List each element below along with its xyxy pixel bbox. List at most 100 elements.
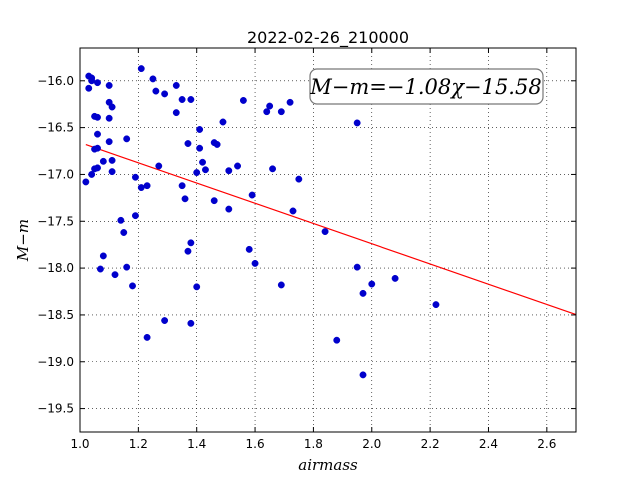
data-point	[245, 245, 253, 253]
data-point	[152, 87, 160, 95]
data-point	[137, 65, 145, 73]
data-point	[210, 197, 218, 205]
data-point	[88, 77, 96, 85]
data-point	[251, 259, 259, 267]
x-tick-label: 2.6	[537, 437, 556, 451]
data-point	[94, 113, 101, 121]
data-point	[269, 165, 277, 173]
data-point	[105, 138, 113, 146]
y-tick-label: −16.0	[37, 74, 74, 88]
data-point	[213, 141, 221, 148]
equation-annotation: M−m=−1.08χ−15.58	[309, 68, 544, 105]
data-point	[193, 169, 201, 177]
data-point	[123, 135, 131, 143]
data-point	[239, 96, 247, 104]
data-point	[178, 182, 186, 190]
x-tick-label: 1.0	[70, 437, 89, 451]
data-point	[391, 274, 399, 282]
data-point	[172, 82, 180, 89]
data-point	[129, 282, 136, 290]
x-tick-label: 2.0	[362, 437, 381, 451]
data-point	[123, 263, 131, 271]
data-point	[85, 84, 93, 92]
y-tick-label: −19.5	[37, 402, 74, 416]
data-point	[91, 165, 99, 173]
data-point	[149, 75, 157, 83]
fit-line	[85, 144, 577, 316]
chart-title: 2022-02-26_210000	[247, 28, 409, 48]
data-point	[202, 166, 209, 174]
x-tick-label: 1.8	[304, 437, 323, 451]
data-point	[187, 96, 195, 103]
data-point	[94, 144, 101, 152]
data-point	[199, 158, 206, 166]
data-point	[184, 247, 192, 255]
data-point	[131, 212, 139, 220]
data-point	[143, 333, 151, 341]
data-point	[196, 126, 204, 133]
y-tick-label: −17.0	[37, 167, 74, 181]
data-point	[295, 175, 303, 183]
data-point	[108, 168, 116, 176]
data-point	[196, 144, 204, 152]
data-point	[353, 119, 361, 127]
data-point	[263, 108, 271, 116]
data-point	[359, 371, 367, 379]
y-tick-label: −19.0	[37, 355, 74, 369]
data-point	[248, 191, 256, 199]
data-point	[353, 263, 361, 271]
y-tick-label: −17.5	[37, 214, 74, 228]
data-point	[286, 98, 294, 106]
data-point	[94, 79, 101, 87]
data-point	[120, 229, 128, 236]
data-point	[82, 178, 90, 186]
x-tick-label: 1.2	[129, 437, 148, 451]
data-point	[277, 108, 285, 116]
data-point	[108, 156, 116, 164]
fit-line-group	[85, 144, 577, 316]
data-point	[277, 281, 285, 289]
data-point	[368, 280, 376, 288]
data-point	[131, 173, 139, 181]
annotation-box	[309, 68, 544, 105]
data-point	[234, 162, 242, 170]
data-point	[155, 162, 163, 170]
data-point	[161, 90, 169, 98]
x-axis-label: airmass	[298, 456, 358, 474]
data-point	[184, 140, 192, 147]
data-point	[187, 319, 195, 327]
data-point	[359, 289, 367, 297]
data-point	[181, 195, 189, 203]
plot-frame	[79, 47, 577, 433]
data-point	[99, 157, 107, 165]
x-tick-label: 1.6	[246, 437, 265, 451]
y-tick-label: −18.0	[37, 261, 74, 275]
data-point	[137, 184, 145, 192]
data-point	[289, 207, 297, 215]
data-point	[94, 130, 101, 138]
y-axis-label: M−m	[14, 219, 32, 262]
data-point	[105, 114, 113, 122]
data-point	[96, 265, 104, 273]
data-point	[172, 109, 180, 117]
y-tick-label: −18.5	[37, 308, 74, 322]
data-point	[225, 167, 233, 175]
data-point	[432, 301, 440, 309]
y-tick-label: −16.5	[37, 121, 74, 135]
data-point	[266, 102, 274, 110]
data-point	[219, 118, 227, 126]
fit-equation: M−m=−1.08χ−15.58	[309, 75, 541, 99]
data-point	[178, 96, 186, 103]
x-tick-label: 2.2	[421, 437, 440, 451]
data-point	[111, 271, 119, 279]
data-points	[82, 65, 440, 379]
data-point	[99, 252, 107, 260]
data-point	[333, 336, 341, 344]
data-point	[105, 82, 113, 89]
data-point	[321, 228, 329, 236]
data-point	[117, 216, 125, 224]
data-point	[193, 283, 201, 291]
data-point	[108, 103, 116, 111]
